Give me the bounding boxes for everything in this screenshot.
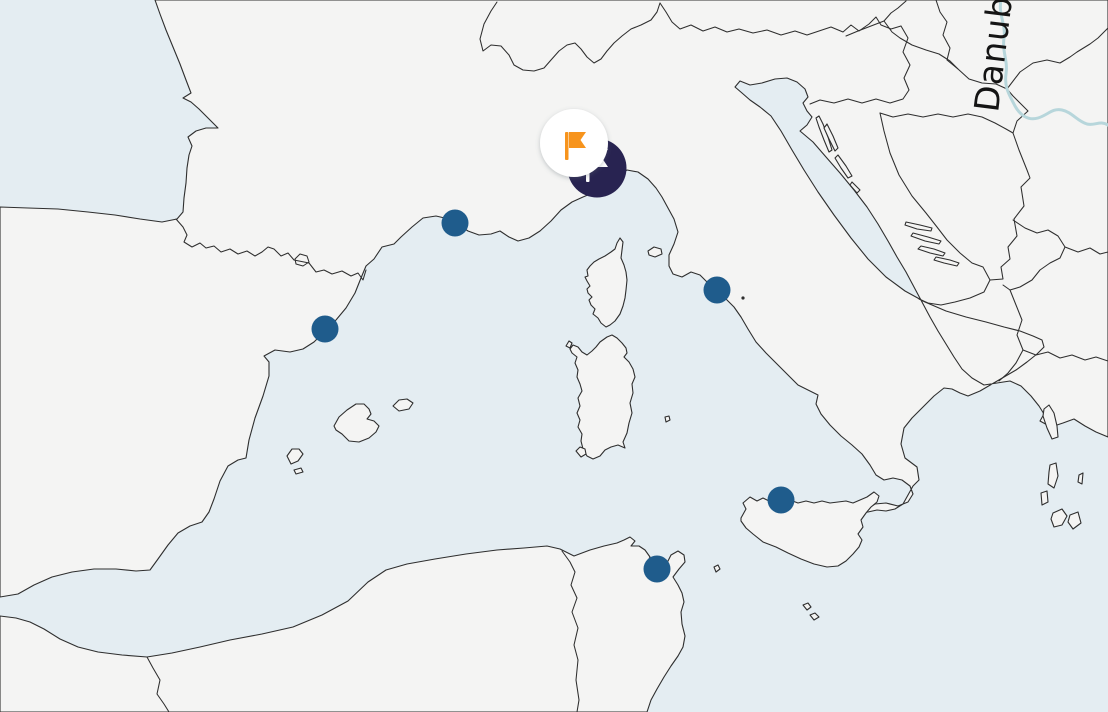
island-sardinia [569,334,636,460]
island-corfu [1042,404,1059,440]
city-dot [741,296,745,300]
island-kvarner-2 [823,123,839,152]
map-marker[interactable] [643,555,671,583]
flag-icon-orange [565,132,586,160]
island-dalmatia-4 [910,232,942,245]
island-gozo [809,612,820,621]
border-alps-east [659,2,902,36]
coastline-north-africa [0,536,686,712]
island-malta [802,602,812,611]
island-corsica [584,237,628,328]
border-bosnia-west [879,112,991,306]
island-dalmatia-6 [933,256,960,267]
border-andorra [294,253,310,267]
border-macedonia [1064,246,1108,255]
border-hungary-west [935,0,959,70]
border-morocco-algeria [146,656,170,712]
island-cephalonia [1050,508,1068,528]
border-serbia-northeast [1006,27,1108,90]
border-slovenia-croatia [809,25,911,105]
island-zakynthos [1067,511,1082,530]
island-mallorca [333,403,380,443]
island-formentera [293,467,304,475]
map-marker[interactable] [441,209,469,237]
border-bosnia-east [989,132,1031,281]
island-elba [647,246,663,258]
island-dalmatia-5 [917,245,946,257]
island-ithaca [1040,490,1049,506]
island-dalmatia-3 [904,221,933,232]
map-markers [311,209,795,583]
island-asinara [565,340,573,349]
island-ibiza [286,448,304,465]
border-algeria-tunisia [561,550,580,712]
island-paxos [1077,472,1084,485]
island-dalmatia-2 [849,181,861,194]
island-pantelleria [713,564,721,573]
country-borders [146,0,1108,712]
map-marker[interactable] [311,315,339,343]
border-pyrenees [175,218,367,281]
map-marker[interactable] [767,486,795,514]
island-santantioco [575,446,587,458]
island-menorca [392,398,414,412]
border-alps-west [479,1,661,72]
island-dalmatia-1 [834,154,853,179]
selected-marker-group[interactable] [540,109,627,198]
danube-river [998,0,1108,127]
border-greece-north [1022,349,1108,362]
border-albania-east [998,289,1024,382]
border-sava [879,112,1014,134]
border-kosovo [1002,219,1066,291]
border-croatia-serbia [883,20,1029,134]
islet-tyrrhenian [664,415,671,423]
island-lefkada [1047,462,1059,489]
map-marker[interactable] [703,276,731,304]
